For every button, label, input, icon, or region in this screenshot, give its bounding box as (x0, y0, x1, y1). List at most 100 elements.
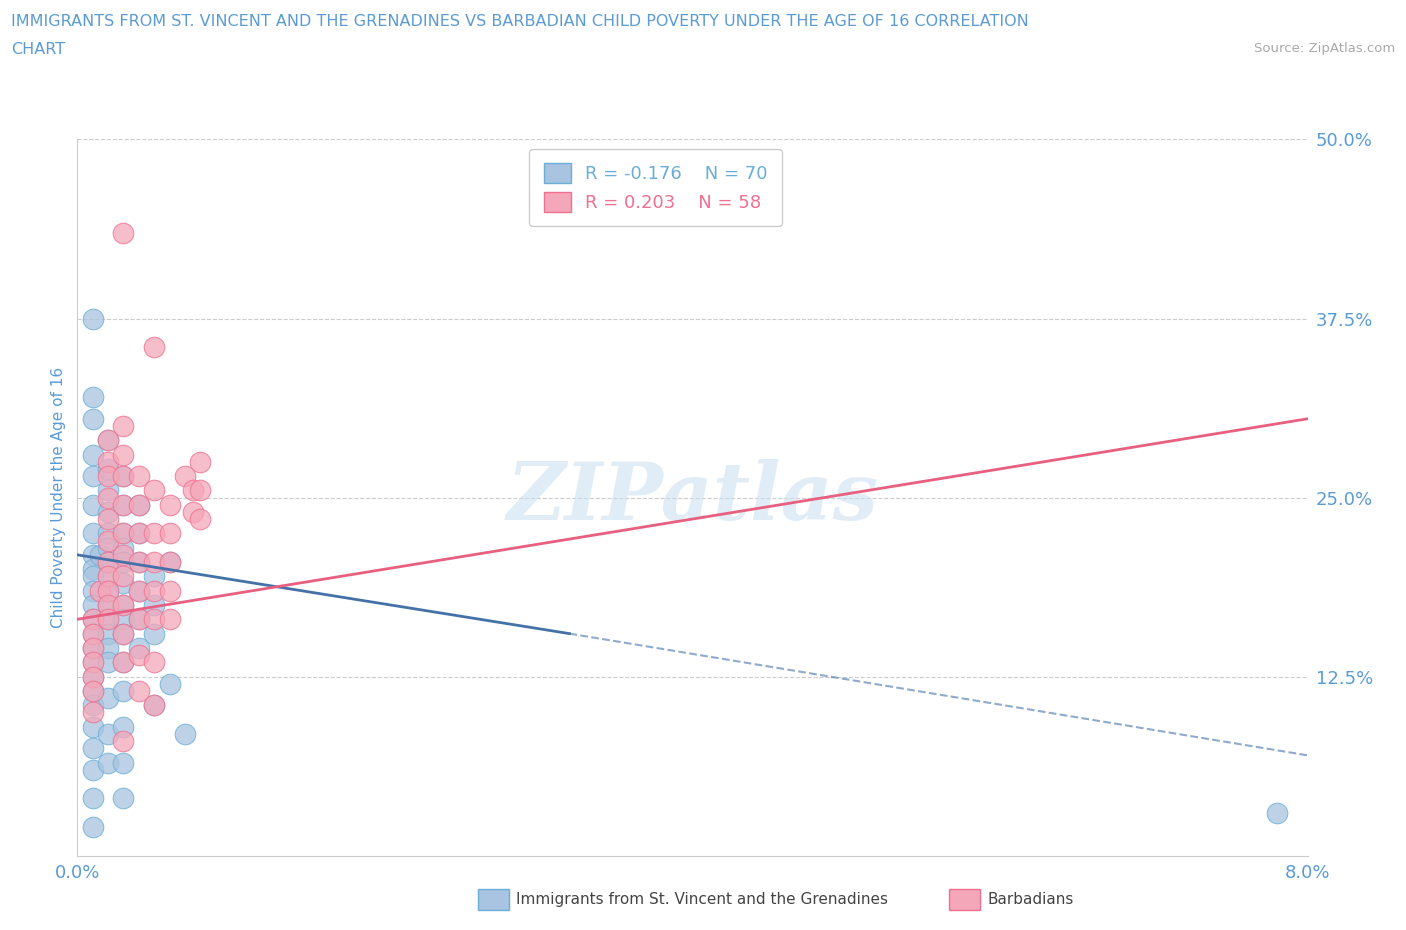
Text: CHART: CHART (11, 42, 65, 57)
Point (143, 626, 166, 641)
Point (82, 705, 104, 720)
Point (97, 483, 120, 498)
Point (112, 655, 135, 670)
Point (89, 548, 111, 563)
Point (82, 626, 104, 641)
Point (97, 569, 120, 584)
Point (143, 598, 166, 613)
Point (112, 498, 135, 512)
Point (97, 755, 120, 770)
Point (112, 755, 135, 770)
Point (112, 540, 135, 555)
Point (97, 583, 120, 598)
Point (128, 583, 150, 598)
Point (97, 626, 120, 641)
Point (82, 698, 104, 712)
Point (174, 726, 197, 741)
Point (82, 390, 104, 405)
Point (82, 612, 104, 627)
Point (82, 641, 104, 656)
Point (128, 498, 150, 512)
Point (97, 691, 120, 706)
Point (159, 526, 181, 541)
Point (82, 655, 104, 670)
Point (190, 512, 212, 526)
Point (112, 734, 135, 749)
Point (82, 684, 104, 698)
Point (82, 626, 104, 641)
Point (143, 554, 166, 569)
Point (82, 548, 104, 563)
Point (97, 432, 120, 447)
Point (112, 225, 135, 240)
Point (159, 498, 181, 512)
Point (82, 740, 104, 755)
Point (159, 583, 181, 598)
Point (112, 418, 135, 433)
Point (112, 684, 135, 698)
Point (190, 454, 212, 469)
Point (82, 598, 104, 613)
Point (82, 447, 104, 462)
Point (97, 641, 120, 656)
Point (97, 533, 120, 548)
Point (112, 655, 135, 670)
Point (97, 504, 120, 519)
Point (82, 670, 104, 684)
Y-axis label: Child Poverty Under the Age of 16: Child Poverty Under the Age of 16 (51, 367, 66, 628)
Point (143, 698, 166, 712)
Point (190, 483, 212, 498)
Point (82, 684, 104, 698)
Point (82, 312, 104, 326)
Point (82, 498, 104, 512)
Point (89, 583, 111, 598)
Point (97, 540, 120, 555)
Point (112, 469, 135, 484)
Text: Immigrants from St. Vincent and the Grenadines: Immigrants from St. Vincent and the Gren… (516, 892, 889, 907)
Point (128, 684, 150, 698)
Point (97, 569, 120, 584)
Point (82, 562, 104, 577)
Text: Source: ZipAtlas.com: Source: ZipAtlas.com (1254, 42, 1395, 55)
Point (112, 447, 135, 462)
Point (97, 726, 120, 741)
Point (143, 698, 166, 712)
Point (128, 526, 150, 541)
Point (143, 526, 166, 541)
Point (128, 612, 150, 627)
Point (97, 461, 120, 476)
Point (128, 498, 150, 512)
Point (82, 641, 104, 656)
Point (128, 583, 150, 598)
Point (143, 483, 166, 498)
Point (82, 612, 104, 627)
Point (128, 526, 150, 541)
Point (112, 469, 135, 484)
Point (112, 548, 135, 563)
Point (97, 583, 120, 598)
Point (97, 612, 120, 627)
Text: IMMIGRANTS FROM ST. VINCENT AND THE GRENADINES VS BARBADIAN CHILD POVERTY UNDER : IMMIGRANTS FROM ST. VINCENT AND THE GREN… (11, 14, 1029, 29)
Point (128, 554, 150, 569)
Point (82, 763, 104, 777)
Point (97, 454, 120, 469)
Point (97, 612, 120, 627)
Point (97, 554, 120, 569)
Point (82, 719, 104, 734)
Point (112, 576, 135, 591)
Point (112, 598, 135, 613)
Point (143, 612, 166, 627)
Text: ZIPatlas: ZIPatlas (506, 458, 879, 537)
Point (82, 569, 104, 584)
Point (112, 554, 135, 569)
Point (143, 569, 166, 584)
Point (112, 719, 135, 734)
Point (82, 411, 104, 426)
Point (159, 554, 181, 569)
Point (82, 583, 104, 598)
Point (128, 612, 150, 627)
Point (82, 670, 104, 684)
Point (82, 526, 104, 541)
Point (82, 655, 104, 670)
Point (112, 790, 135, 805)
